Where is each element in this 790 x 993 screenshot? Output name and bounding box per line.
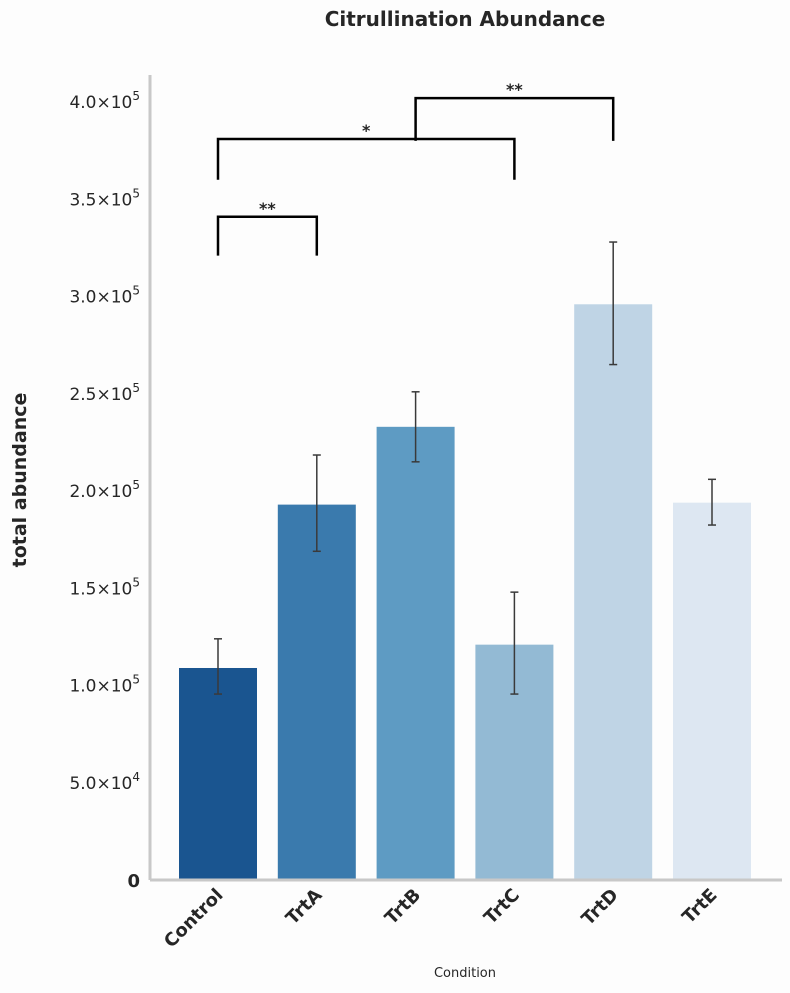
significance-bracket — [216, 215, 319, 256]
significance-label: ** — [259, 199, 276, 218]
y-tick-label: 2.0×105 — [69, 478, 140, 502]
bar-trte — [673, 502, 751, 880]
significance-label: ** — [506, 80, 523, 99]
y-tick-label: 0 — [127, 871, 140, 892]
y-tick-label: 5.0×104 — [69, 770, 140, 794]
y-tick-label: 4.0×105 — [69, 89, 140, 113]
bar-trtd — [574, 304, 653, 880]
significance-label: * — [362, 121, 371, 140]
y-tick-label: 3.0×105 — [69, 284, 140, 308]
y-tick-label: 1.5×105 — [69, 575, 140, 599]
bar-trtb — [376, 426, 455, 880]
y-tick-label: 2.5×105 — [69, 381, 140, 405]
significance-bracket — [216, 137, 516, 180]
x-tick-label: TrtA — [282, 885, 326, 929]
y-axis-label: total abundance — [9, 393, 31, 568]
x-tick-label: TrtB — [381, 885, 425, 929]
y-tick-label: 3.5×105 — [69, 186, 140, 210]
bar-control — [179, 667, 257, 880]
x-axis-label: Condition — [434, 966, 496, 981]
significance-bracket — [414, 96, 615, 141]
x-tick-label: TrtE — [678, 885, 721, 928]
chart-title: Citrullination Abundance — [325, 7, 606, 31]
x-tick-label: Control — [160, 885, 227, 952]
x-tick-label: TrtD — [578, 885, 623, 930]
x-tick-label: TrtC — [480, 885, 524, 929]
y-tick-label: 1.0×105 — [69, 673, 140, 697]
bar-trta — [277, 504, 356, 880]
